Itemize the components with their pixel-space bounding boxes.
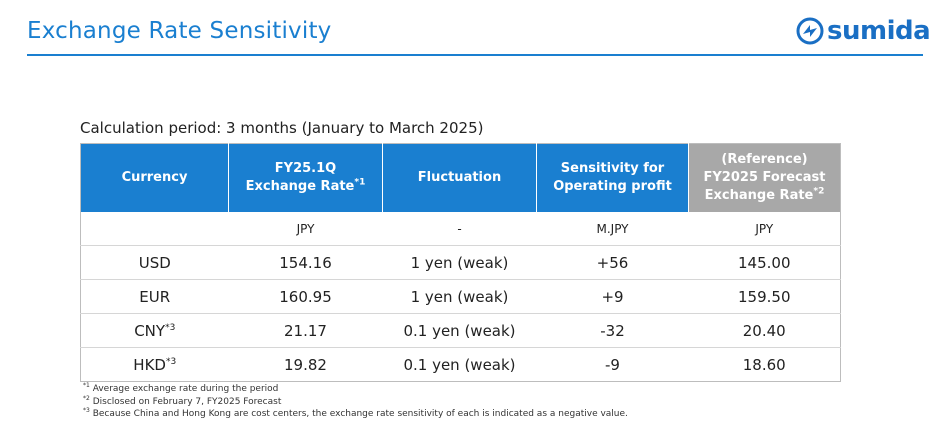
currency-cell: USD bbox=[80, 245, 229, 280]
header-ref-line3: Exchange Rate bbox=[704, 188, 814, 203]
header-ref-line1: (Reference) bbox=[721, 152, 808, 167]
currency-cell: CNY*3 bbox=[80, 313, 229, 348]
unit-cell: M.JPY bbox=[596, 221, 629, 236]
units-row: JPY - M.JPY JPY bbox=[81, 212, 841, 246]
table-row: USD 154.16 1 yen (weak) +56 145.00 bbox=[80, 245, 841, 280]
header-sensitivity: Sensitivity for Operating profit bbox=[536, 143, 689, 212]
unit-cell: - bbox=[457, 221, 462, 236]
sumida-logo-icon bbox=[796, 17, 824, 45]
table-row: EUR 160.95 1 yen (weak) +9 159.50 bbox=[80, 279, 841, 314]
header-fy-exchange-rate: FY25.1Q Exchange Rate*1 bbox=[228, 143, 383, 212]
header-ref-footnote-mark: *2 bbox=[813, 186, 825, 197]
forecast-cell: 18.60 bbox=[688, 347, 841, 382]
header-fy-line1: FY25.1Q bbox=[274, 161, 337, 176]
header-fy-line2: Exchange Rate bbox=[245, 179, 355, 194]
currency-cell: HKD*3 bbox=[80, 347, 229, 382]
logo-text: sumida bbox=[827, 16, 931, 46]
footnote: *3 Because China and Hong Kong are cost … bbox=[83, 407, 628, 420]
fluctuation-cell: 0.1 yen (weak) bbox=[382, 313, 537, 348]
fluctuation-cell: 1 yen (weak) bbox=[382, 279, 537, 314]
header-fy-footnote-mark: *1 bbox=[354, 177, 366, 188]
rate-cell: 21.17 bbox=[228, 313, 383, 348]
header-sens-line1: Sensitivity for bbox=[560, 161, 665, 176]
company-logo: sumida bbox=[796, 16, 931, 46]
unit-cell: JPY bbox=[296, 221, 315, 236]
rate-cell: 19.82 bbox=[228, 347, 383, 382]
currency-cell: EUR bbox=[80, 279, 229, 314]
header-ref-line2: FY2025 Forecast bbox=[703, 170, 826, 185]
page-title: Exchange Rate Sensitivity bbox=[27, 18, 332, 44]
rate-cell: 154.16 bbox=[228, 245, 383, 280]
header-reference-forecast: (Reference) FY2025 Forecast Exchange Rat… bbox=[688, 143, 841, 212]
calculation-period: Calculation period: 3 months (January to… bbox=[80, 119, 484, 137]
exchange-rate-table: Currency FY25.1Q Exchange Rate*1 Fluctua… bbox=[80, 143, 841, 382]
forecast-cell: 159.50 bbox=[688, 279, 841, 314]
table-row: HKD*3 19.82 0.1 yen (weak) -9 18.60 bbox=[80, 347, 841, 382]
footnote: *2 Disclosed on February 7, FY2025 Forec… bbox=[83, 394, 282, 407]
unit-cell bbox=[81, 212, 229, 246]
table-row: CNY*3 21.17 0.1 yen (weak) -32 20.40 bbox=[80, 313, 841, 348]
fluctuation-cell: 0.1 yen (weak) bbox=[382, 347, 537, 382]
footnotes: *1 Average exchange rate during the peri… bbox=[83, 383, 628, 421]
forecast-cell: 145.00 bbox=[688, 245, 841, 280]
header-fluctuation: Fluctuation bbox=[382, 143, 537, 212]
header-currency: Currency bbox=[80, 143, 229, 212]
unit-cell: JPY bbox=[755, 221, 774, 236]
sensitivity-cell: +9 bbox=[536, 279, 689, 314]
sensitivity-cell: -32 bbox=[536, 313, 689, 348]
forecast-cell: 20.40 bbox=[688, 313, 841, 348]
rate-cell: 160.95 bbox=[228, 279, 383, 314]
table-header-row: Currency FY25.1Q Exchange Rate*1 Fluctua… bbox=[80, 143, 841, 212]
sensitivity-cell: +56 bbox=[536, 245, 689, 280]
header-sens-line2: Operating profit bbox=[553, 179, 672, 194]
title-divider bbox=[27, 54, 923, 56]
sensitivity-cell: -9 bbox=[536, 347, 689, 382]
footnote: *1 Average exchange rate during the peri… bbox=[83, 382, 279, 395]
fluctuation-cell: 1 yen (weak) bbox=[382, 245, 537, 280]
